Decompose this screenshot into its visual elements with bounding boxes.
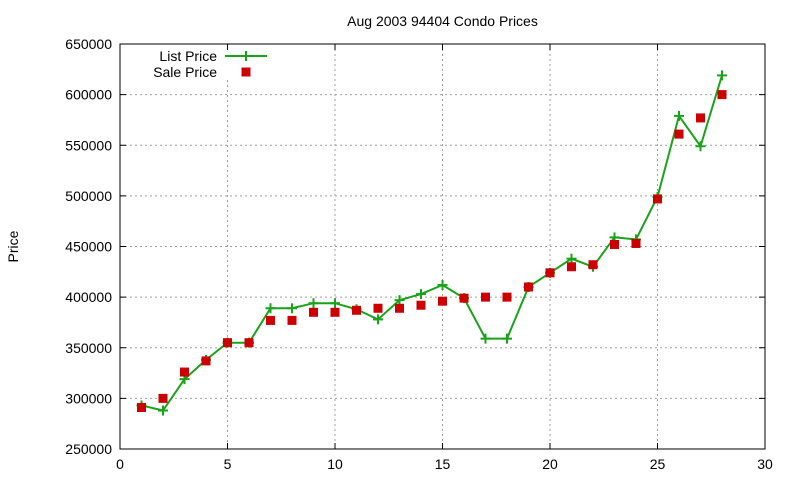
data-point (394, 295, 405, 306)
data-point (265, 303, 276, 314)
y-tick-label: 650000 (65, 36, 112, 52)
data-point (653, 194, 662, 204)
data-point (502, 292, 512, 302)
x-tick-label: 15 (435, 456, 451, 472)
data-point (674, 110, 684, 121)
x-tick-label: 0 (116, 456, 124, 472)
data-point (631, 238, 641, 248)
data-point (502, 333, 512, 344)
data-point (438, 296, 447, 306)
data-point (459, 293, 469, 303)
y-tick-label: 400000 (65, 289, 112, 305)
y-tick-label: 350000 (65, 340, 112, 356)
data-point (352, 305, 361, 315)
series-sale-price (137, 90, 727, 412)
data-point (717, 70, 727, 81)
x-tick-label: 25 (650, 456, 666, 472)
data-point (610, 239, 619, 249)
data-point (416, 289, 426, 300)
data-point (373, 314, 383, 325)
data-point (695, 141, 706, 152)
data-point (373, 303, 383, 313)
series-line (141, 75, 723, 412)
data-point (480, 333, 491, 344)
data-point (567, 262, 576, 272)
y-tick-label: 450000 (65, 239, 112, 255)
plot-frame (119, 43, 766, 450)
data-point (395, 303, 404, 313)
data-point (330, 307, 340, 317)
legend-label: Sale Price (153, 64, 217, 80)
data-point (287, 315, 297, 325)
x-tick-label: 20 (542, 456, 558, 472)
data-point (158, 405, 168, 416)
data-point (416, 300, 426, 310)
data-point (330, 298, 340, 309)
data-point (309, 307, 318, 317)
legend-label: List Price (159, 48, 217, 64)
x-tick-label: 5 (224, 456, 232, 472)
data-point (545, 268, 555, 278)
data-point (696, 113, 705, 123)
data-point (180, 367, 189, 377)
x-tick-label: 10 (327, 456, 343, 472)
data-point (287, 303, 297, 314)
data-point (717, 90, 727, 100)
y-axis-label: Price (5, 230, 21, 262)
y-tick-label: 550000 (65, 137, 112, 153)
grid (120, 44, 765, 449)
data-point (437, 279, 448, 290)
series (136, 70, 727, 416)
x-tick-label: 30 (757, 456, 773, 472)
data-point (137, 402, 146, 412)
legend-swatch-marker (241, 51, 251, 61)
data-point (266, 315, 275, 325)
data-point (158, 393, 168, 403)
data-point (481, 292, 490, 302)
data-point (674, 129, 684, 139)
data-point (588, 260, 598, 270)
data-point (524, 282, 533, 292)
y-tick-labels: 250000 300000 350000 400000 450000 500000 5500… (65, 36, 112, 457)
y-tick-label: 300000 (65, 390, 112, 406)
y-tick-label: 500000 (65, 188, 112, 204)
chart-title: Aug 2003 94404 Condo Prices (347, 13, 538, 29)
y-tick-label: 250000 (65, 441, 112, 457)
data-point (566, 253, 577, 264)
x-tick-labels: 0 5 10 15 20 25 30 (116, 456, 773, 472)
legend-swatch-marker (241, 67, 251, 77)
data-point (223, 338, 232, 348)
data-point (244, 338, 254, 348)
y-tick-label: 600000 (65, 87, 112, 103)
data-point (308, 298, 319, 309)
data-point (201, 356, 211, 366)
